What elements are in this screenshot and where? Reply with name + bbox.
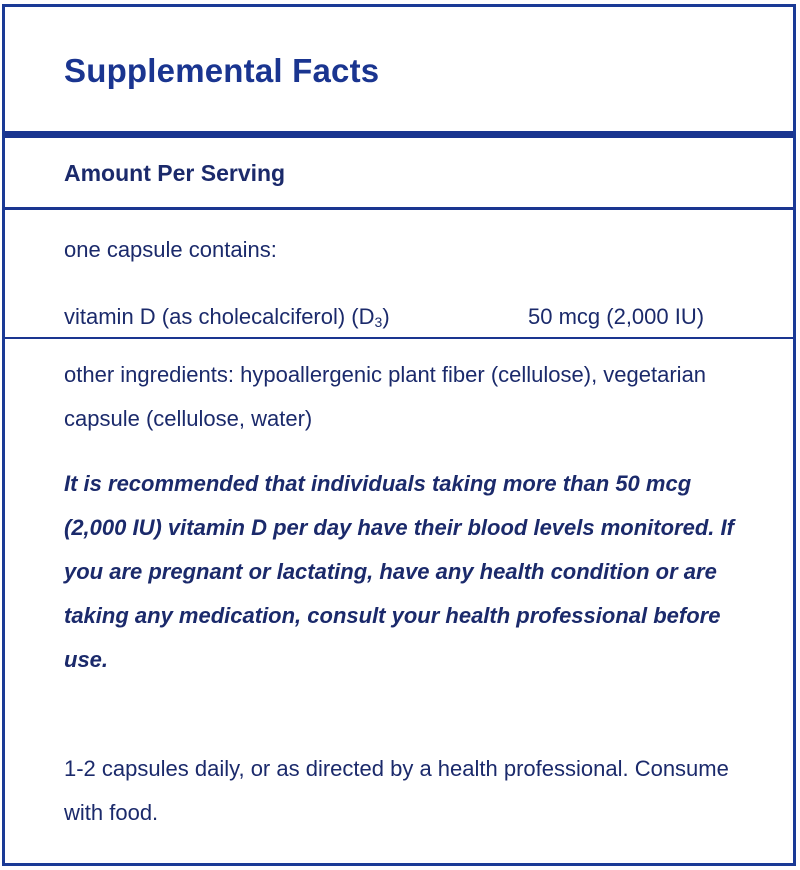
supplement-facts-panel: Supplemental Facts Amount Per Serving on… [2, 4, 796, 866]
warning-text: It is recommended that individuals takin… [64, 471, 734, 672]
directions-text: 1-2 capsules daily, or as directed by a … [64, 756, 729, 825]
other-ingredients: other ingredients: hypoallergenic plant … [64, 362, 707, 431]
title-section: Supplemental Facts [5, 7, 793, 131]
thick-divider [5, 131, 793, 138]
divider [5, 207, 793, 210]
nutrient-subscript: 3 [374, 314, 383, 330]
amount-per-serving-section: Amount Per Serving [5, 138, 793, 208]
nutrient-name-suffix: ) [382, 304, 390, 329]
serving-description: one capsule contains: [64, 237, 277, 262]
panel-title: Supplemental Facts [64, 52, 380, 89]
divider [5, 337, 793, 339]
nutrient-name-text: vitamin D (as cholecalciferol) (D [64, 304, 375, 329]
nutrient-amount: 50 mcg (2,000 IU) [528, 304, 705, 329]
nutrient-name: vitamin D (as cholecalciferol) (D3) [64, 304, 390, 330]
amount-per-serving-heading: Amount Per Serving [64, 160, 286, 186]
